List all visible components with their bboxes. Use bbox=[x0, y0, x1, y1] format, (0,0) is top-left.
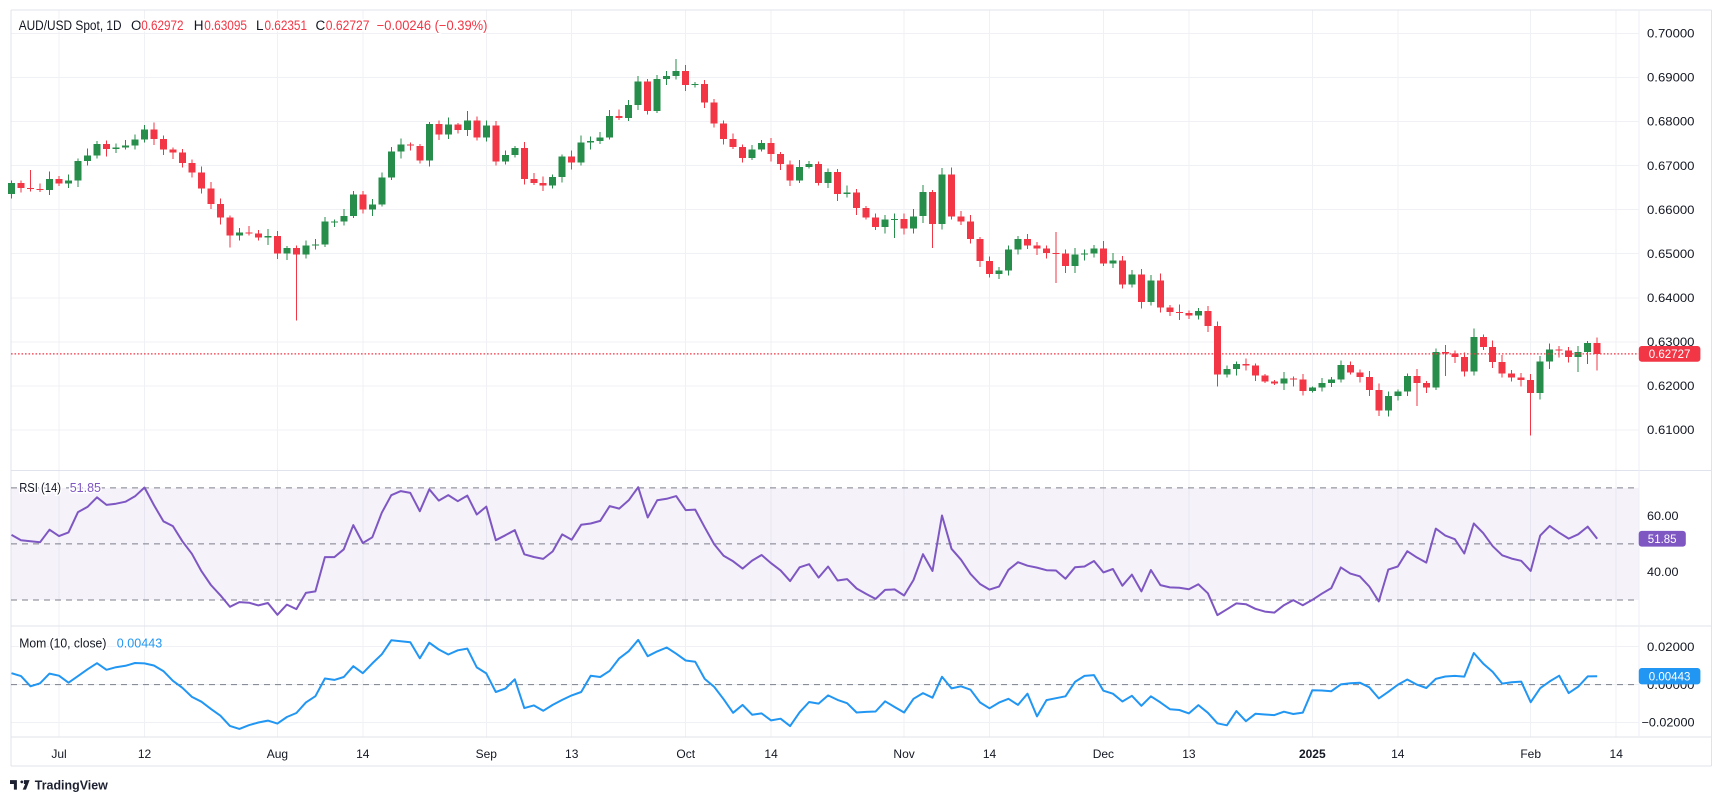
svg-text:0.63000: 0.63000 bbox=[1647, 335, 1695, 349]
svg-text:0.62000: 0.62000 bbox=[1647, 379, 1695, 393]
svg-text:H: H bbox=[194, 18, 204, 33]
svg-text:0.67000: 0.67000 bbox=[1647, 159, 1695, 173]
svg-text:14: 14 bbox=[983, 747, 997, 761]
svg-text:RSI (14): RSI (14) bbox=[19, 480, 61, 495]
svg-text:Mom (10, close): Mom (10, close) bbox=[19, 636, 106, 651]
svg-text:Feb: Feb bbox=[1520, 747, 1541, 761]
svg-text:13: 13 bbox=[565, 747, 579, 761]
svg-text:0.02000: 0.02000 bbox=[1647, 640, 1695, 654]
svg-text:O: O bbox=[131, 18, 142, 33]
svg-text:TradingView: TradingView bbox=[35, 778, 109, 793]
svg-text:60.00: 60.00 bbox=[1647, 509, 1679, 523]
svg-text:0.70000: 0.70000 bbox=[1647, 27, 1695, 41]
svg-text:12: 12 bbox=[138, 747, 152, 761]
svg-text:13: 13 bbox=[1182, 747, 1196, 761]
svg-text:0.62351: 0.62351 bbox=[265, 18, 308, 33]
svg-text:C: C bbox=[316, 18, 326, 33]
svg-text:0.68000: 0.68000 bbox=[1647, 115, 1695, 129]
svg-text:0.65000: 0.65000 bbox=[1647, 247, 1695, 261]
svg-text:Jul: Jul bbox=[51, 747, 66, 761]
svg-text:0.69000: 0.69000 bbox=[1647, 71, 1695, 85]
svg-text:AUD/USD Spot, 1D: AUD/USD Spot, 1D bbox=[19, 18, 122, 33]
svg-text:0.66000: 0.66000 bbox=[1647, 203, 1695, 217]
svg-text:14: 14 bbox=[356, 747, 370, 761]
svg-text:40.00: 40.00 bbox=[1647, 565, 1679, 579]
svg-text:2025: 2025 bbox=[1299, 747, 1326, 761]
svg-text:0.62727: 0.62727 bbox=[326, 18, 370, 33]
svg-text:−0.00246 (−0.39%): −0.00246 (−0.39%) bbox=[377, 18, 488, 33]
svg-text:51.85: 51.85 bbox=[70, 480, 101, 495]
svg-text:51.85: 51.85 bbox=[1648, 534, 1677, 546]
svg-text:14: 14 bbox=[764, 747, 778, 761]
svg-text:0.62972: 0.62972 bbox=[141, 18, 183, 33]
svg-text:14: 14 bbox=[1391, 747, 1405, 761]
svg-text:14: 14 bbox=[1610, 747, 1624, 761]
svg-text:L: L bbox=[256, 18, 264, 33]
svg-text:0.63095: 0.63095 bbox=[204, 18, 247, 33]
svg-text:Dec: Dec bbox=[1093, 747, 1114, 761]
svg-text:Sep: Sep bbox=[476, 747, 498, 761]
svg-text:0.62727: 0.62727 bbox=[1649, 349, 1691, 361]
svg-text:−0.02000: −0.02000 bbox=[1642, 716, 1695, 730]
svg-text:Nov: Nov bbox=[893, 747, 914, 761]
svg-text:0.00443: 0.00443 bbox=[1649, 671, 1691, 683]
svg-text:Aug: Aug bbox=[267, 747, 288, 761]
svg-text:Oct: Oct bbox=[676, 747, 695, 761]
svg-text:0.00443: 0.00443 bbox=[117, 636, 162, 651]
svg-text:0.61000: 0.61000 bbox=[1647, 423, 1695, 437]
svg-text:0.64000: 0.64000 bbox=[1647, 291, 1695, 305]
